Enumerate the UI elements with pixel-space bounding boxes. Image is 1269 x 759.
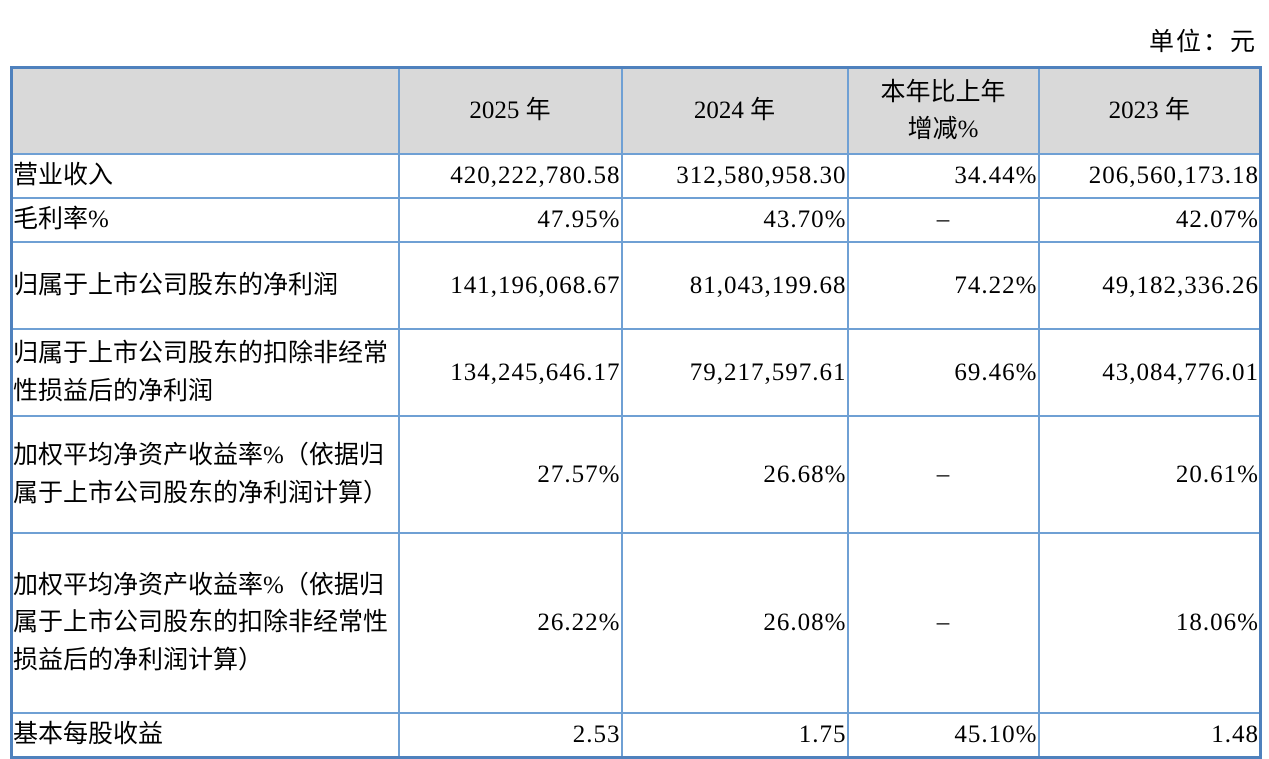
table-row-revenue: 营业收入 420,222,780.58 312,580,958.30 34.44…: [10, 153, 1262, 199]
value-yoy-change: –: [846, 532, 1040, 714]
header-indicator: [10, 66, 400, 155]
value-2023: 20.61%: [1037, 415, 1262, 534]
row-label: 加权平均净资产收益率%（依据归属于上市公司股东的扣除非经常性损益后的净利润计算）: [10, 532, 400, 714]
value-yoy-change: 45.10%: [846, 712, 1040, 759]
table-row-net-profit-deducted: 归属于上市公司股东的扣除非经常性损益后的净利润 134,245,646.17 7…: [10, 328, 1262, 417]
value-yoy-change: 69.46%: [846, 328, 1040, 417]
value-2023: 49,182,336.26: [1037, 241, 1262, 330]
value-2025: 420,222,780.58: [397, 153, 623, 199]
value-2025: 141,196,068.67: [397, 241, 623, 330]
value-yoy-change: –: [846, 197, 1040, 243]
value-2023: 206,560,173.18: [1037, 153, 1262, 199]
header-year-2025: 2025 年: [397, 66, 623, 155]
value-2023: 1.48: [1037, 712, 1262, 759]
value-2023: 18.06%: [1037, 532, 1262, 714]
table-row-weighted-roe-deducted: 加权平均净资产收益率%（依据归属于上市公司股东的扣除非经常性损益后的净利润计算）…: [10, 532, 1262, 714]
value-2024: 81,043,199.68: [620, 241, 849, 330]
table-row-net-profit: 归属于上市公司股东的净利润 141,196,068.67 81,043,199.…: [10, 241, 1262, 330]
value-2024: 43.70%: [620, 197, 849, 243]
value-2024: 26.08%: [620, 532, 849, 714]
header-year-2024: 2024 年: [620, 66, 849, 155]
header-year-2023: 2023 年: [1037, 66, 1262, 155]
financial-summary-table: 2025 年 2024 年 本年比上年 增减% 2023 年 营业收入 420,…: [10, 66, 1262, 759]
value-2025: 2.53: [397, 712, 623, 759]
table-row-gross-margin: 毛利率% 47.95% 43.70% – 42.07%: [10, 197, 1262, 243]
value-2025: 26.22%: [397, 532, 623, 714]
header-yoy-change-line1: 本年比上年: [880, 78, 1006, 106]
row-label: 营业收入: [10, 153, 400, 199]
value-2024: 1.75: [620, 712, 849, 759]
row-label: 归属于上市公司股东的扣除非经常性损益后的净利润: [10, 328, 400, 417]
row-label: 基本每股收益: [10, 712, 400, 759]
row-label: 毛利率%: [10, 197, 400, 243]
unit-label: 单位：元: [1148, 29, 1257, 56]
header-yoy-change-line2: 增减%: [907, 116, 979, 143]
header-yoy-change: 本年比上年 增减%: [846, 66, 1040, 155]
value-2023: 43,084,776.01: [1037, 328, 1262, 417]
row-label: 加权平均净资产收益率%（依据归属于上市公司股东的净利润计算）: [10, 415, 400, 534]
value-2024: 26.68%: [620, 415, 849, 534]
value-yoy-change: 74.22%: [846, 241, 1040, 330]
value-yoy-change: 34.44%: [846, 153, 1040, 199]
table-row-basic-eps: 基本每股收益 2.53 1.75 45.10% 1.48: [10, 712, 1262, 759]
value-2023: 42.07%: [1037, 197, 1262, 243]
value-yoy-change: –: [846, 415, 1040, 534]
value-2025: 27.57%: [397, 415, 623, 534]
table-row-weighted-roe: 加权平均净资产收益率%（依据归属于上市公司股东的净利润计算） 27.57% 26…: [10, 415, 1262, 534]
header-row: 2025 年 2024 年 本年比上年 增减% 2023 年: [10, 66, 1262, 155]
value-2025: 47.95%: [397, 197, 623, 243]
value-2024: 79,217,597.61: [620, 328, 849, 417]
row-label: 归属于上市公司股东的净利润: [10, 241, 400, 330]
value-2025: 134,245,646.17: [397, 328, 623, 417]
value-2024: 312,580,958.30: [620, 153, 849, 199]
